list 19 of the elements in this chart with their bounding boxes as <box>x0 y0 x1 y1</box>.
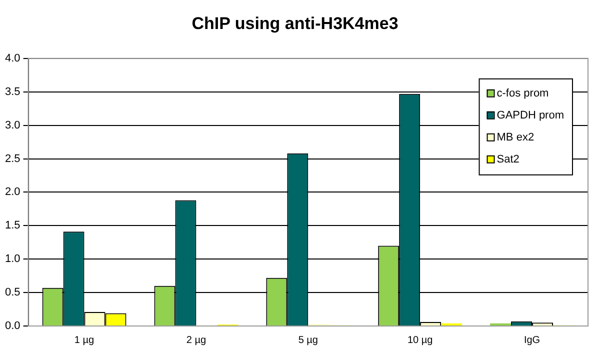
y-tick-label: 1.0 <box>4 253 20 266</box>
x-tick-label: 2 µg <box>186 334 206 346</box>
legend-label: Sat2 <box>496 153 520 166</box>
legend-label: MB ex2 <box>496 131 534 144</box>
y-tick-label: 2.5 <box>4 152 20 165</box>
legend-label: c-fos prom <box>496 87 549 100</box>
x-tick-label: 5 µg <box>298 334 318 346</box>
y-tick-label: 0.0 <box>4 320 20 332</box>
y-tick-label: 4.0 <box>4 52 20 64</box>
x-tick-label: 10 µg <box>407 334 433 346</box>
x-tick-label: 1 µg <box>74 334 94 346</box>
y-tick-label: 0.5 <box>4 286 20 299</box>
y-tick-label: 1.5 <box>4 220 20 232</box>
y-tick-label: 3.0 <box>4 119 20 132</box>
x-tick-label: IgG <box>524 334 540 346</box>
chart-title: ChIP using anti-H3K4me3 <box>192 14 398 33</box>
legend-label: GAPDH prom <box>496 109 564 122</box>
y-tick-label: 3.5 <box>4 86 20 98</box>
y-tick-label: 2.0 <box>4 186 20 198</box>
